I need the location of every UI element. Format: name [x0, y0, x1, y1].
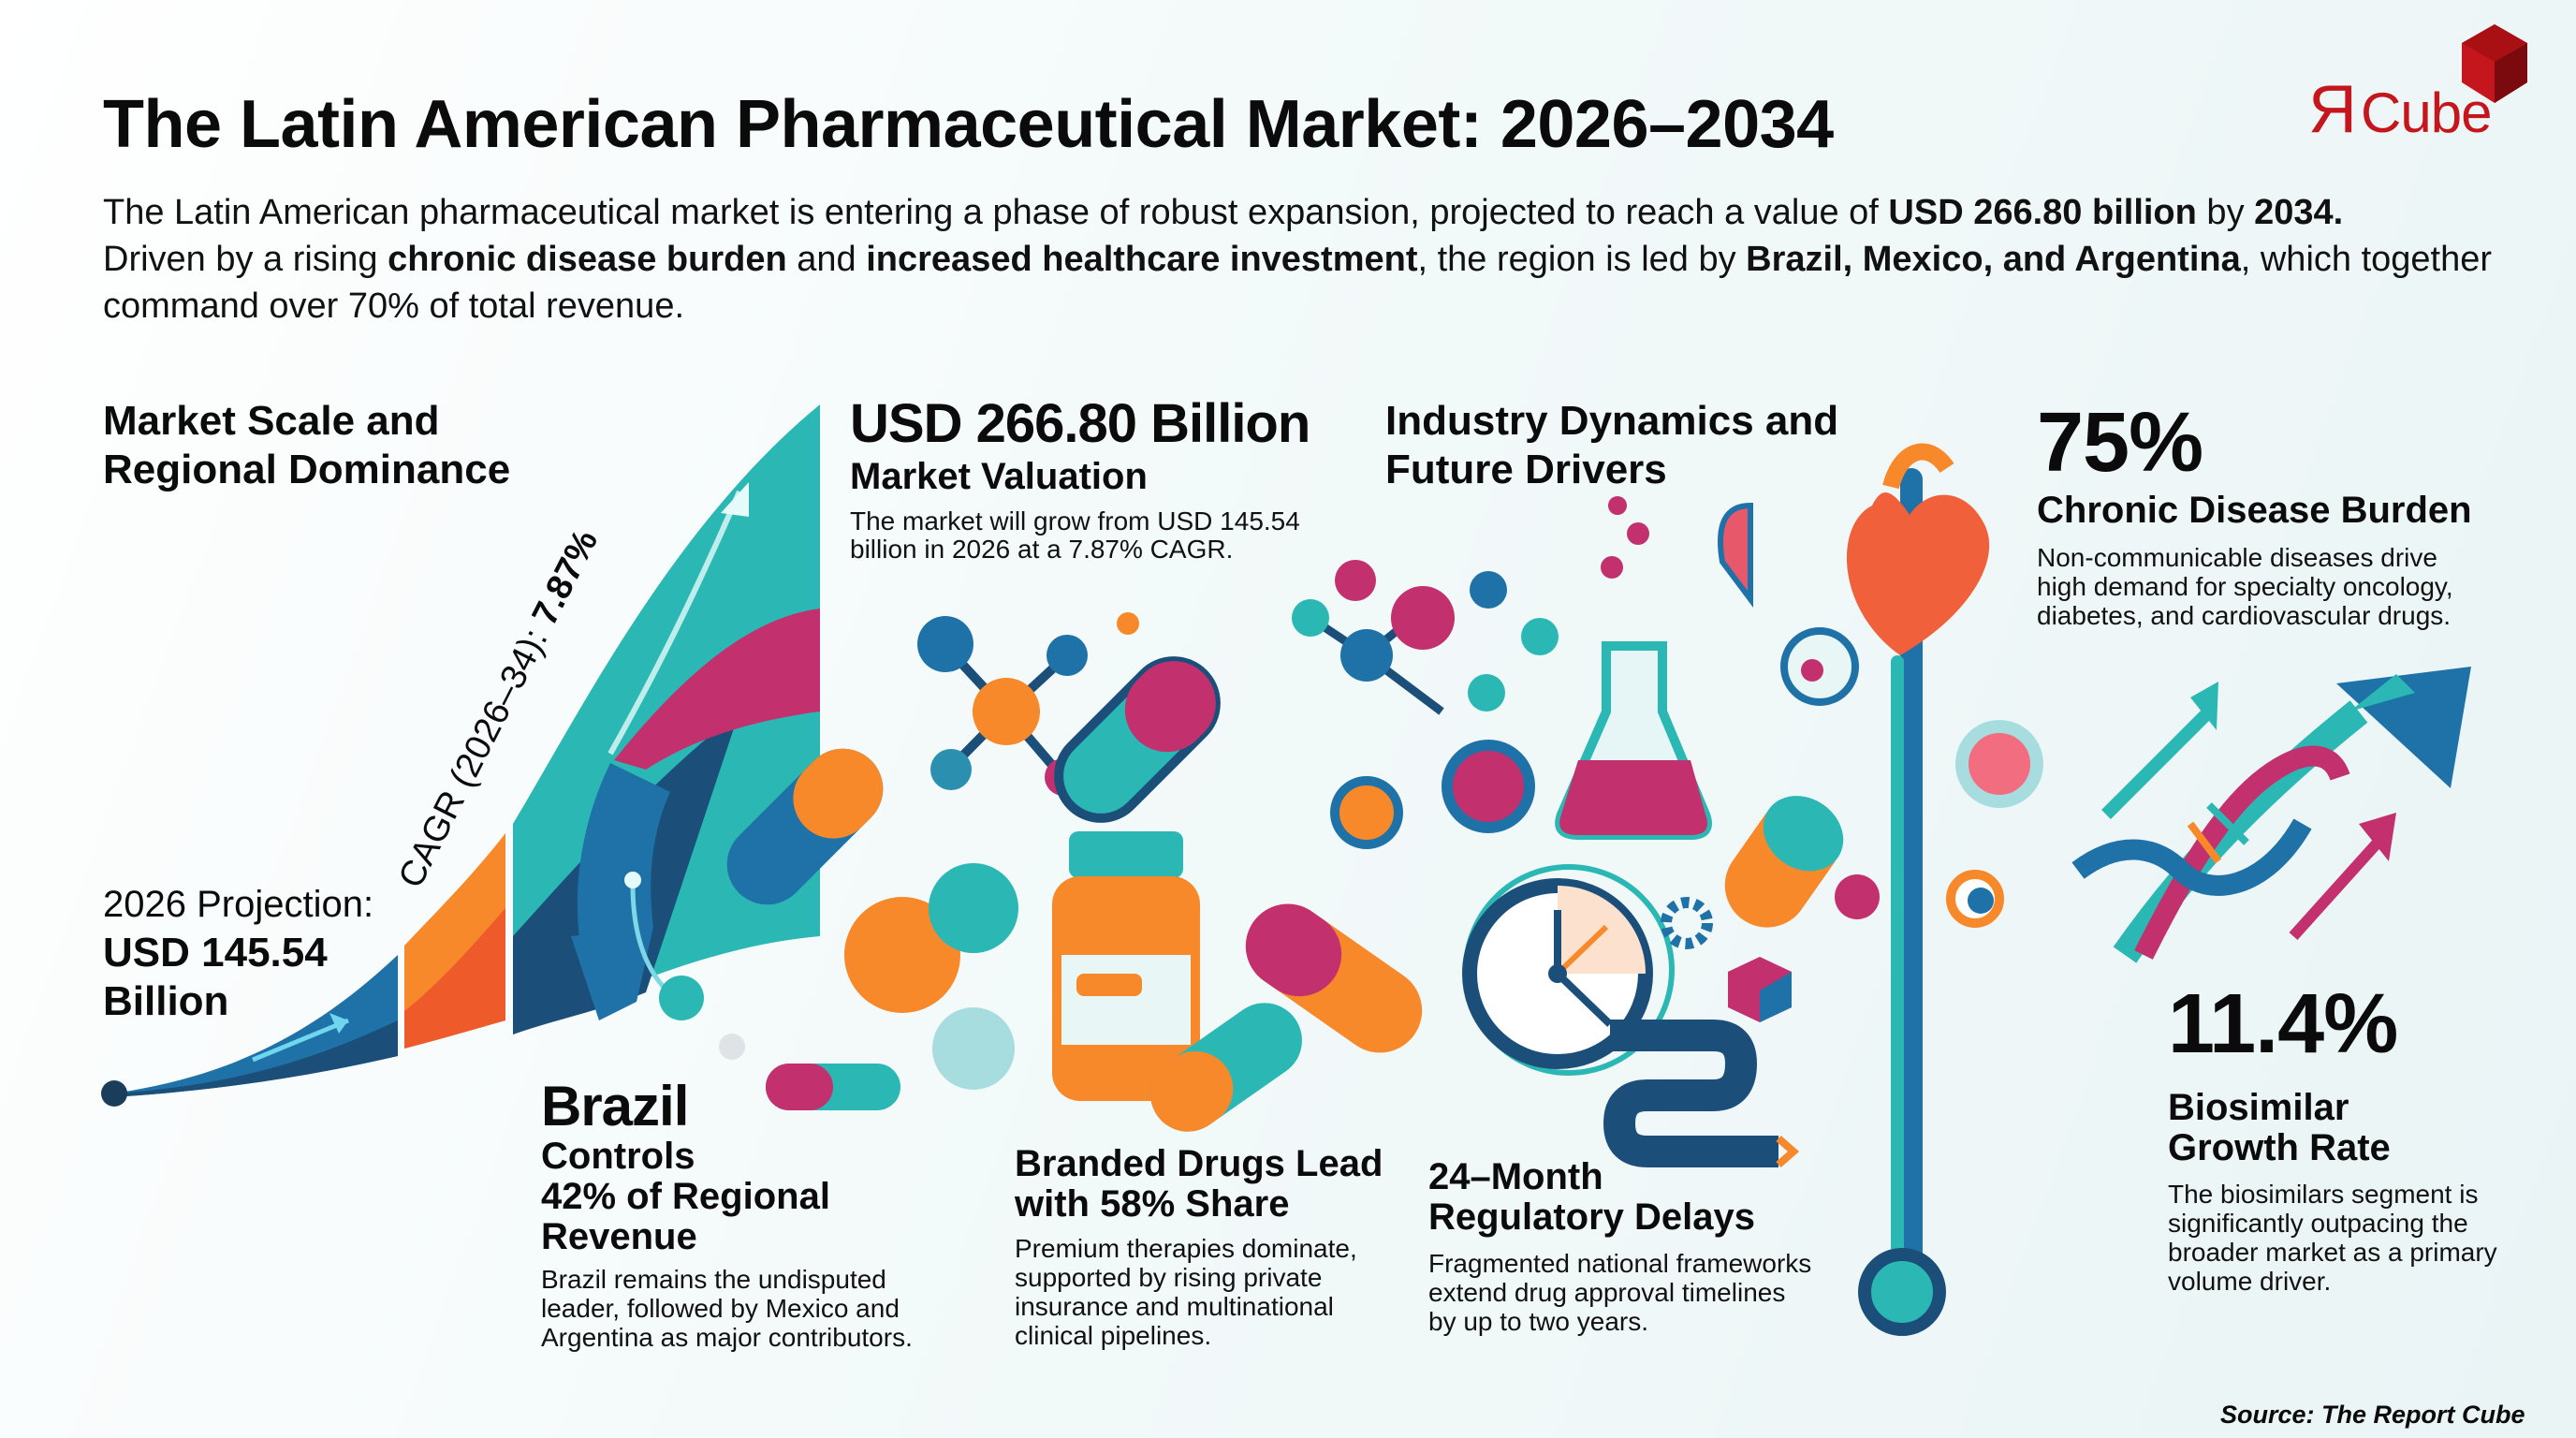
stat-regulatory-delays: 24–Month Regulatory Delays Fragmented na…	[1428, 1156, 1812, 1337]
section-heading-market-scale: Market Scale and Regional Dominance	[103, 398, 511, 492]
health-tree-icon	[1555, 443, 2043, 1336]
page-title: The Latin American Pharmaceutical Market…	[103, 87, 1834, 162]
source-credit: Source: The Report Cube	[2220, 1401, 2525, 1429]
logo-wordmark: RCube	[2309, 72, 2492, 147]
stat-chronic-disease: 75% Chronic Disease Burden Non-communica…	[2037, 396, 2472, 630]
dna-growth-icon	[2071, 667, 2471, 963]
intro-paragraph: The Latin American pharmaceutical market…	[103, 193, 2493, 326]
stat-branded-drugs: Branded Drugs Lead with 58% Share Premiu…	[1015, 1143, 1383, 1351]
stat-biosimilar-growth: 11.4% Biosimilar Growth Rate The biosimi…	[2168, 977, 2497, 1296]
projection-2026: 2026 Projection: USD 145.54 Billion	[103, 884, 374, 1024]
pills-molecules-icon	[726, 560, 1559, 1132]
clock-icon	[1462, 864, 1800, 1168]
stat-brazil: Brazil Controls 42% of Regional Revenue …	[541, 1075, 913, 1353]
cube-icon	[2462, 24, 2527, 103]
growth-curve-icon	[101, 404, 820, 1107]
report-cube-logo: RCube	[2298, 24, 2541, 147]
section-heading-industry-dynamics: Industry Dynamics and Future Drivers	[1385, 398, 1839, 492]
stat-market-valuation: USD 266.80 Billion Market Valuation The …	[850, 393, 1310, 564]
